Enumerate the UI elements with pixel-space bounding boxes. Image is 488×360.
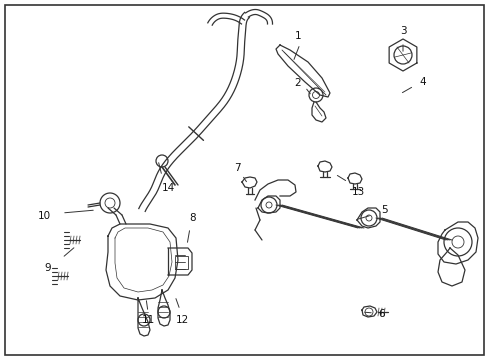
Text: 4: 4 — [419, 77, 426, 87]
Text: 10: 10 — [38, 211, 50, 221]
Text: 3: 3 — [399, 26, 406, 36]
Text: 11: 11 — [141, 315, 154, 325]
Text: 6: 6 — [378, 309, 385, 319]
Circle shape — [138, 314, 150, 326]
Circle shape — [443, 228, 471, 256]
Text: 12: 12 — [175, 315, 188, 325]
Text: 8: 8 — [189, 213, 196, 223]
Circle shape — [261, 197, 276, 213]
Circle shape — [156, 155, 168, 167]
Circle shape — [158, 306, 170, 318]
Circle shape — [100, 193, 120, 213]
Text: 1: 1 — [294, 31, 301, 41]
Text: 5: 5 — [381, 205, 387, 215]
Text: 2: 2 — [294, 78, 301, 88]
Circle shape — [360, 210, 376, 226]
Text: 14: 14 — [161, 183, 174, 193]
Text: 13: 13 — [351, 187, 364, 197]
Circle shape — [308, 88, 323, 102]
Text: 9: 9 — [44, 263, 51, 273]
Text: 7: 7 — [233, 163, 240, 173]
